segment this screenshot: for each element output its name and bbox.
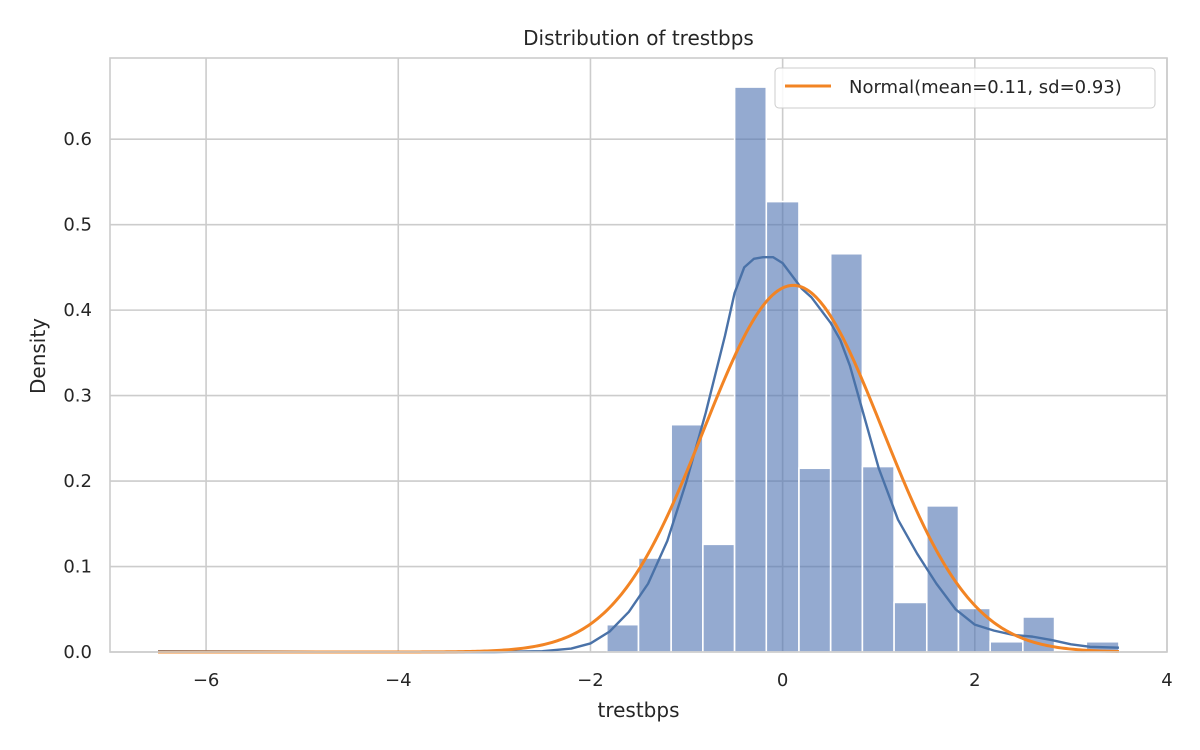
chart-title: Distribution of trestbps	[523, 26, 754, 50]
x-tick-label: −2	[577, 670, 604, 691]
histogram-bar	[829, 252, 864, 653]
histogram-bar	[733, 86, 768, 653]
y-tick-label: 0.0	[63, 642, 92, 663]
x-tick-label: −6	[193, 670, 220, 691]
y-tick-label: 0.6	[63, 129, 92, 150]
y-tick-labels: 0.0 0.1 0.2 0.3 0.4 0.5 0.6	[63, 129, 92, 663]
histogram-bar	[798, 467, 832, 653]
histogram-bar	[893, 601, 928, 653]
y-tick-label: 0.2	[63, 471, 92, 492]
histogram-bar	[637, 557, 672, 653]
x-axis-label: trestbps	[597, 698, 679, 722]
y-tick-label: 0.5	[63, 215, 92, 236]
x-tick-label: 0	[777, 670, 788, 691]
histogram-bar	[989, 640, 1024, 653]
histogram-bar	[702, 543, 736, 653]
histogram-bar	[765, 200, 800, 653]
y-tick-label: 0.3	[63, 386, 92, 407]
kde-line	[158, 255, 1119, 654]
legend-normal-label: Normal(mean=0.11, sd=0.93)	[849, 77, 1122, 98]
x-tick-label: −4	[385, 670, 412, 691]
y-tick-label: 0.1	[63, 557, 92, 578]
legend: Normal(mean=0.11, sd=0.93)	[774, 67, 1156, 109]
y-axis-label: Density	[26, 318, 50, 394]
x-tick-label: 4	[1161, 670, 1172, 691]
y-tick-label: 0.4	[63, 300, 92, 321]
plot-frame	[109, 57, 1168, 653]
x-tick-labels: −6 −4 −2 0 2 4	[193, 670, 1173, 691]
x-tick-label: 2	[969, 670, 980, 691]
histogram-bars	[605, 86, 1120, 653]
histogram-bar	[670, 423, 704, 653]
legend-box	[774, 67, 1156, 109]
